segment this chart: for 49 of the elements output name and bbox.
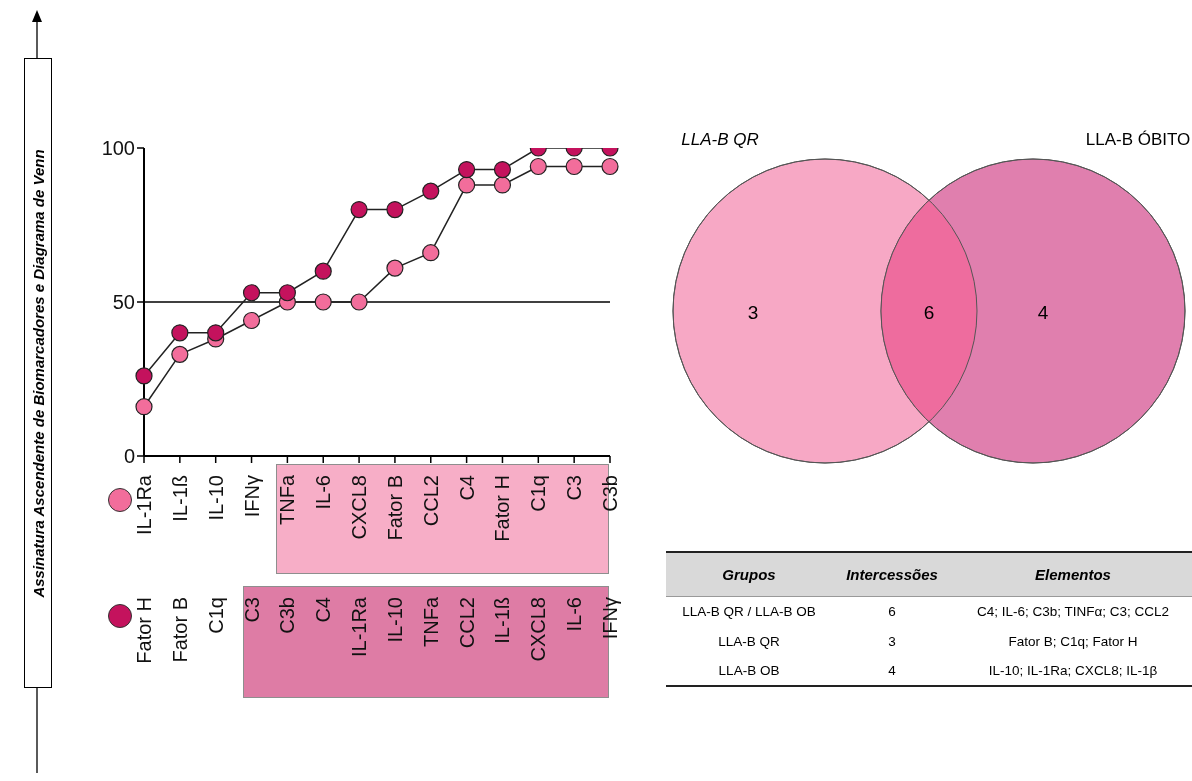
x-tick-label: IFNγ	[240, 475, 263, 518]
x-tick-label: C1q	[527, 475, 550, 512]
x-tick-label: C4	[455, 475, 478, 501]
x-tick-label: TNFa	[276, 474, 299, 525]
text: IL-10	[383, 597, 406, 643]
text: Fator H	[133, 597, 155, 664]
x-tick-label: C3	[563, 475, 586, 501]
y-axis-title: Assinatura Ascendente de Biomarcadores e Diagrama de Venn	[29, 148, 47, 598]
text: CCL2	[455, 597, 478, 649]
text: Fator B	[168, 597, 191, 663]
text: C3	[240, 597, 263, 623]
y-tick-label: 0	[123, 445, 135, 468]
x-tick-label: Fator H	[491, 475, 514, 542]
x-tick-label: CCL2	[419, 475, 442, 527]
data-label: 3	[747, 302, 759, 323]
text: IL-1Ra	[348, 596, 371, 658]
y-tick-label: 100	[101, 137, 135, 160]
category-label: Intercessões	[845, 564, 939, 585]
category-label: Grupos	[721, 564, 777, 585]
x-tick-label: C3b	[599, 475, 621, 512]
text: IL-1ß	[491, 597, 514, 644]
text: Fator B; C1q; Fator H	[1008, 633, 1138, 649]
text: C1q	[204, 597, 227, 634]
category-label: Elementos	[1034, 564, 1112, 585]
text: 6	[888, 603, 896, 619]
y-tick-label: 50	[112, 291, 135, 314]
text: C4; IL-6; C3b; TINFα; C3; CCL2	[976, 603, 1170, 619]
data-label: 4	[1037, 302, 1049, 323]
text: LLA-B ÓBITO	[1085, 130, 1191, 149]
text: IFNγ	[599, 597, 621, 640]
text: CXCL8	[527, 597, 550, 662]
text: TNFa	[419, 596, 442, 647]
text: LLA-B QR	[681, 130, 759, 149]
x-tick-label: Fator B	[383, 475, 406, 541]
text: LLA-B QR	[718, 633, 780, 649]
text: IL-6	[563, 597, 586, 632]
x-tick-label: IL-10	[204, 475, 227, 521]
text: C3b	[276, 597, 299, 634]
x-tick-label: IL-6	[312, 475, 335, 510]
x-tick-label: IL-1Ra	[133, 474, 155, 536]
text: 3	[888, 633, 896, 649]
data-label: 6	[923, 302, 935, 323]
text: LLA-B OB	[718, 663, 780, 678]
x-tick-label: CXCL8	[348, 475, 371, 540]
text: C4	[312, 597, 335, 623]
text: IL-10; IL-1Ra; CXCL8; IL-1β	[988, 663, 1158, 678]
text: 4	[888, 663, 896, 678]
text: LLA-B QR / LLA-B OB	[682, 603, 816, 619]
x-tick-label: IL-1ß	[168, 475, 191, 522]
